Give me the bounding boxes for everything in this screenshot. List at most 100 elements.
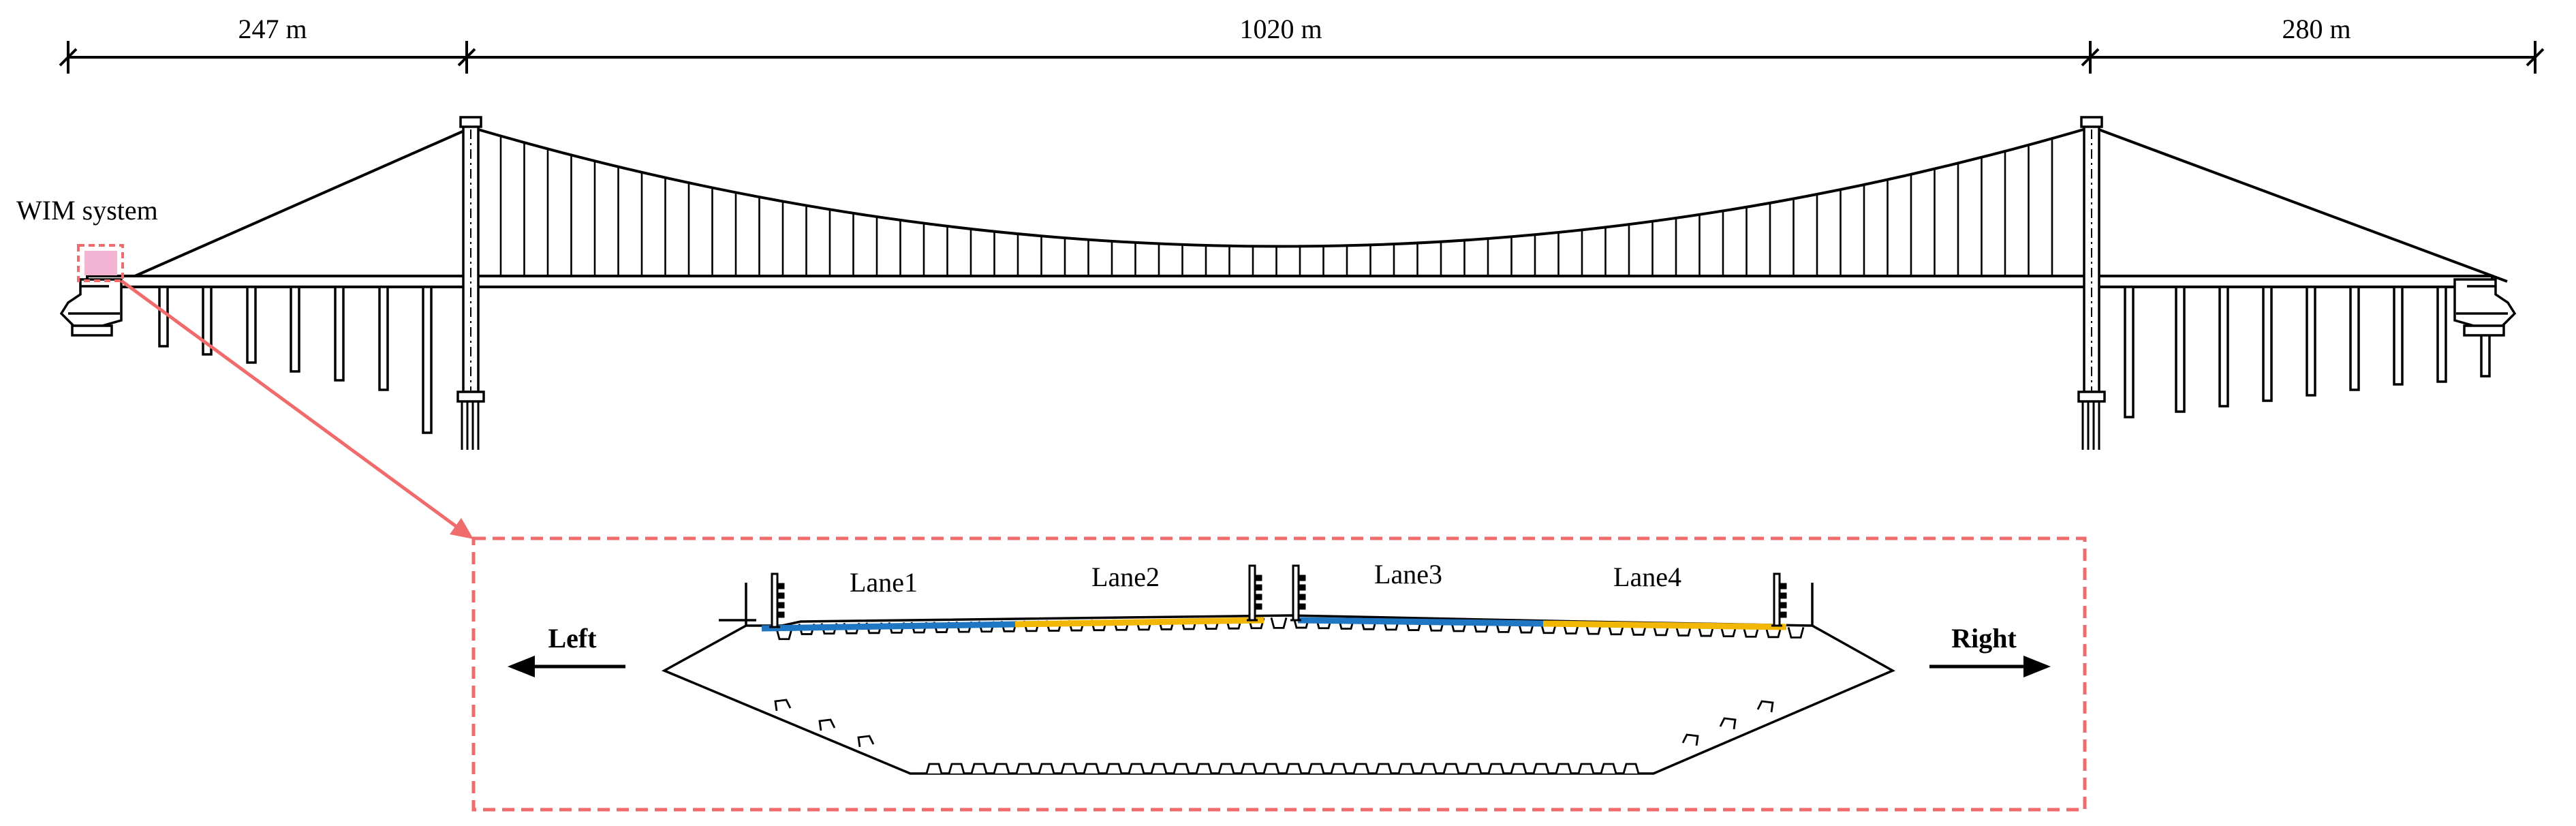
wim-label: WIM system xyxy=(16,195,158,226)
pier xyxy=(2306,286,2316,397)
approach-piers xyxy=(158,286,2491,434)
railing-bolt xyxy=(776,592,785,599)
bottom-rib xyxy=(1240,763,1258,774)
web-rib xyxy=(1719,717,1737,730)
lane3-line xyxy=(1297,617,1544,627)
railing-post xyxy=(1292,564,1300,622)
right-tower xyxy=(2077,116,2106,450)
pier xyxy=(334,286,345,382)
bottom-rib xyxy=(925,763,943,774)
railing-bolt xyxy=(776,602,785,609)
deck-rib xyxy=(1270,617,1288,629)
left-tower xyxy=(456,116,485,450)
bottom-rib xyxy=(1600,763,1617,774)
bottom-rib xyxy=(1420,763,1438,774)
bottom-rib xyxy=(1217,763,1235,774)
left-direction-arrow xyxy=(508,656,625,677)
railing-bolt xyxy=(1297,603,1306,610)
bottom-rib xyxy=(993,763,1010,774)
pier xyxy=(2393,286,2404,386)
bottom-rib xyxy=(1375,763,1393,774)
main-cable xyxy=(122,127,2508,283)
bottom-rib xyxy=(1352,763,1370,774)
web-rib xyxy=(1681,733,1699,746)
bridge-deck xyxy=(86,275,2494,288)
right-direction-label: Right xyxy=(1951,623,2017,654)
bottom-rib xyxy=(1285,763,1303,774)
web-rib xyxy=(857,735,875,748)
deck-rib xyxy=(1787,627,1805,639)
pier xyxy=(2262,286,2273,402)
web-rib xyxy=(1756,700,1774,713)
span-dimension-line xyxy=(59,41,2545,74)
lane1-line xyxy=(761,621,1016,632)
railing-bolt xyxy=(1778,602,1787,609)
zoom-leader-arrow xyxy=(120,279,474,539)
bottom-rib xyxy=(1038,763,1055,774)
railing-bolt xyxy=(1254,584,1262,591)
bottom-rib xyxy=(1532,763,1550,774)
railing-bolt xyxy=(1297,575,1306,581)
pier xyxy=(2124,286,2135,418)
railing-bolt xyxy=(1778,611,1787,618)
lane4-label: Lane4 xyxy=(1613,562,1681,592)
web-rib xyxy=(818,718,836,731)
bottom-rib xyxy=(1397,763,1415,774)
hanger-cables xyxy=(499,136,2053,276)
bottom-rib xyxy=(1442,763,1460,774)
pier xyxy=(202,286,213,356)
pier xyxy=(422,286,433,434)
railing-post xyxy=(1773,572,1781,627)
bottom-rib xyxy=(1330,763,1348,774)
bottom-rib xyxy=(1105,763,1123,774)
pier xyxy=(378,286,389,391)
pier xyxy=(2218,286,2229,408)
bottom-rib xyxy=(1173,763,1190,774)
bottom-rib xyxy=(1195,763,1213,774)
bottom-rib xyxy=(1307,763,1325,774)
bottom-rib xyxy=(1015,763,1033,774)
wim-location-marker xyxy=(77,244,124,282)
railing-bolt xyxy=(1778,592,1787,599)
lane2-label: Lane2 xyxy=(1091,562,1160,592)
railing-bolt xyxy=(1254,594,1262,600)
bottom-rib xyxy=(1150,763,1168,774)
bottom-rib xyxy=(1510,763,1527,774)
span-label-main: 1020 m xyxy=(1239,14,1322,44)
bottom-rib xyxy=(948,763,965,774)
left-abutment xyxy=(59,278,123,337)
bottom-rib xyxy=(1083,763,1100,774)
lane4-line xyxy=(1542,620,1787,630)
bottom-rib xyxy=(1577,763,1595,774)
cross-section-detail-box xyxy=(471,536,2087,812)
pier xyxy=(158,286,169,348)
railing-bolt xyxy=(1297,594,1306,600)
lane2-line xyxy=(1014,617,1264,628)
railing-bolt xyxy=(776,583,785,590)
web-rib xyxy=(774,699,792,712)
span-label-right: 280 m xyxy=(2282,14,2350,44)
bottom-rib xyxy=(1555,763,1572,774)
pier xyxy=(246,286,257,364)
lane3-label: Lane3 xyxy=(1374,559,1442,590)
bottom-rib xyxy=(970,763,988,774)
bottom-rib xyxy=(1128,763,1145,774)
railing-post xyxy=(1248,564,1256,622)
railing-bolt xyxy=(776,611,785,618)
barrier-railings xyxy=(769,564,1787,628)
deck-rib xyxy=(775,628,793,641)
pier xyxy=(2349,286,2360,391)
railing-bolt xyxy=(1778,583,1787,590)
right-direction-arrow xyxy=(1929,656,2051,677)
right-abutment xyxy=(2453,278,2517,337)
bottom-rib xyxy=(1262,763,1280,774)
pier xyxy=(2175,286,2186,413)
bottom-rib xyxy=(1622,763,1640,774)
railing-bolt xyxy=(1254,603,1262,610)
bottom-rib xyxy=(1060,763,1078,774)
lane1-label: Lane1 xyxy=(850,567,918,598)
box-girder-cross-section xyxy=(661,583,1895,775)
bottom-rib xyxy=(1465,763,1483,774)
